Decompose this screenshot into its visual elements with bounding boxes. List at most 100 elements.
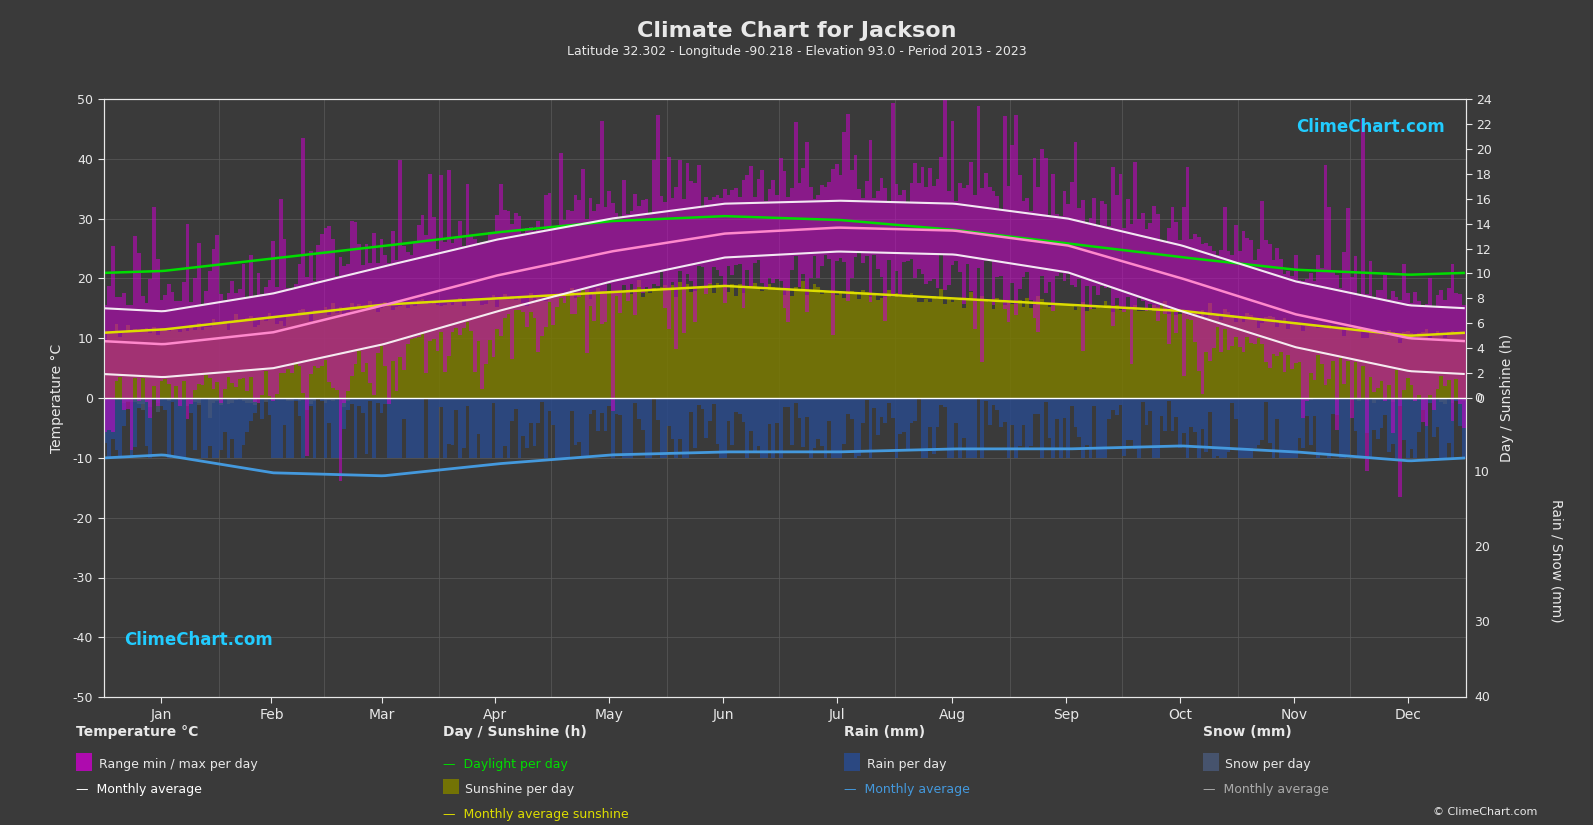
Bar bbox=[264, 287, 268, 370]
Bar bbox=[317, 310, 320, 398]
Bar bbox=[1424, 398, 1429, 458]
Bar bbox=[1015, 115, 1018, 314]
Bar bbox=[384, 398, 387, 404]
Bar bbox=[663, 285, 667, 398]
Bar bbox=[301, 398, 304, 458]
Bar bbox=[637, 280, 640, 398]
Bar bbox=[801, 398, 804, 447]
Bar bbox=[1040, 149, 1043, 276]
Bar bbox=[932, 295, 935, 398]
Bar bbox=[104, 398, 107, 443]
Bar bbox=[742, 398, 746, 422]
Bar bbox=[1368, 261, 1372, 377]
Bar bbox=[924, 186, 929, 285]
Bar bbox=[1309, 273, 1313, 373]
Bar bbox=[1429, 278, 1432, 395]
Bar bbox=[674, 186, 679, 349]
Bar bbox=[462, 306, 465, 398]
Bar bbox=[145, 398, 148, 399]
Bar bbox=[980, 296, 984, 398]
Bar bbox=[1282, 318, 1287, 398]
Bar bbox=[350, 398, 354, 403]
Bar bbox=[1121, 398, 1126, 456]
Bar bbox=[1301, 398, 1305, 449]
Bar bbox=[581, 290, 585, 398]
Bar bbox=[312, 281, 317, 366]
Bar bbox=[1276, 248, 1279, 356]
Bar bbox=[293, 398, 298, 401]
Bar bbox=[1063, 398, 1066, 418]
Bar bbox=[593, 295, 596, 398]
Bar bbox=[1238, 316, 1241, 398]
Bar bbox=[1230, 315, 1235, 398]
Bar bbox=[204, 398, 209, 458]
Bar bbox=[1305, 279, 1309, 401]
Bar bbox=[465, 398, 470, 406]
Bar bbox=[1421, 306, 1424, 422]
Bar bbox=[1179, 314, 1182, 398]
Bar bbox=[682, 287, 685, 398]
Bar bbox=[406, 398, 409, 458]
Bar bbox=[890, 298, 895, 398]
Bar bbox=[256, 325, 260, 398]
Bar bbox=[984, 173, 988, 261]
Bar bbox=[951, 121, 954, 265]
Bar bbox=[1190, 398, 1193, 427]
Bar bbox=[715, 283, 720, 398]
Bar bbox=[515, 398, 518, 408]
Bar bbox=[1316, 328, 1321, 398]
Bar bbox=[1110, 398, 1115, 410]
Bar bbox=[432, 398, 435, 458]
Bar bbox=[503, 210, 507, 318]
Bar bbox=[510, 295, 515, 398]
Bar bbox=[1085, 398, 1088, 445]
Bar bbox=[1093, 309, 1096, 398]
Bar bbox=[298, 398, 301, 416]
Bar bbox=[1241, 231, 1246, 352]
Bar bbox=[977, 106, 980, 268]
Bar bbox=[809, 291, 812, 398]
Bar bbox=[812, 398, 816, 448]
Bar bbox=[757, 398, 760, 446]
Bar bbox=[1443, 300, 1446, 386]
Bar bbox=[854, 294, 857, 398]
Bar bbox=[906, 398, 910, 450]
Bar bbox=[175, 330, 178, 398]
Bar bbox=[906, 202, 910, 262]
Bar bbox=[1037, 296, 1040, 398]
Bar bbox=[779, 158, 782, 280]
Bar bbox=[1055, 214, 1059, 276]
Bar bbox=[443, 398, 448, 458]
Bar bbox=[1048, 307, 1051, 398]
Bar bbox=[906, 296, 910, 398]
Bar bbox=[738, 197, 742, 264]
Bar bbox=[873, 198, 876, 255]
Bar bbox=[671, 398, 674, 439]
Bar bbox=[451, 398, 454, 445]
Bar bbox=[1287, 398, 1290, 458]
Bar bbox=[1290, 398, 1294, 399]
Bar bbox=[720, 398, 723, 458]
Bar bbox=[1413, 339, 1418, 398]
Bar bbox=[943, 98, 946, 290]
Bar bbox=[1357, 295, 1360, 398]
Bar bbox=[1201, 398, 1204, 429]
Bar bbox=[768, 398, 771, 425]
Bar bbox=[690, 181, 693, 280]
Bar bbox=[1185, 315, 1190, 398]
Bar bbox=[1096, 398, 1099, 458]
Bar bbox=[771, 398, 776, 458]
Bar bbox=[1376, 332, 1380, 398]
Text: Climate Chart for Jackson: Climate Chart for Jackson bbox=[637, 21, 956, 40]
Bar bbox=[182, 328, 186, 398]
Bar bbox=[276, 398, 279, 458]
Bar bbox=[167, 398, 170, 458]
Bar bbox=[1410, 303, 1413, 385]
Bar bbox=[1051, 398, 1055, 458]
Bar bbox=[943, 304, 946, 398]
Bar bbox=[354, 222, 357, 365]
Bar bbox=[1429, 338, 1432, 398]
Text: 40: 40 bbox=[1474, 691, 1489, 704]
Bar bbox=[518, 398, 521, 458]
Bar bbox=[320, 398, 323, 400]
